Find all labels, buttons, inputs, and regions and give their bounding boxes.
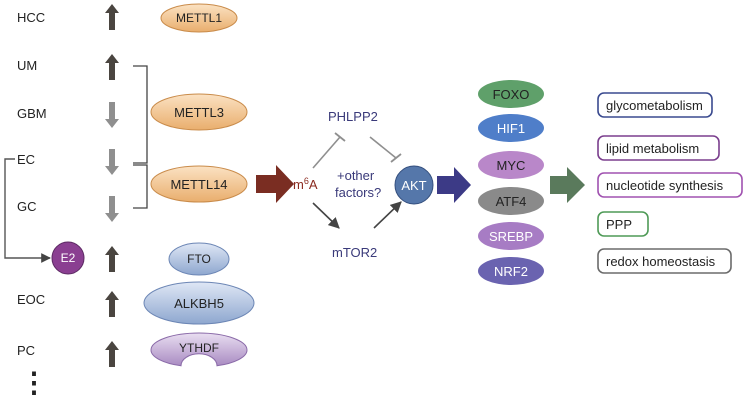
regulator-mettl14 [150, 165, 248, 203]
effector-nrf2 [478, 257, 544, 285]
akt-label: AKT [401, 178, 426, 193]
arrow-right-akt-icon [437, 167, 471, 203]
regulator-ythdf-label: YTHDF [179, 341, 219, 355]
regulator-alkbh5-label: ALKBH5 [174, 296, 224, 311]
arrow-up-icon [105, 54, 119, 80]
effector-hif1 [478, 114, 544, 142]
arrow-up-icon [105, 291, 119, 317]
effector-foxo-label: FOXO [493, 87, 530, 102]
other-factors-label: +other factors? [335, 168, 381, 200]
regulator-mettl3 [150, 93, 248, 131]
outcome-redox-homeostasis [597, 248, 732, 274]
cancer-label-pc: PC [17, 343, 35, 358]
outcome-nucleotide-synthesis [597, 172, 743, 198]
expression-arrows [105, 4, 119, 367]
ellipsis: ⋮ [20, 367, 48, 398]
regulator-mettl3-label: METTL3 [174, 105, 224, 120]
inhibition-bar [334, 132, 346, 142]
cancer-label-gbm: GBM [17, 106, 47, 121]
arrow-down-icon [105, 102, 119, 128]
outcome-ppp [597, 211, 649, 237]
effector-nrf2-label: NRF2 [494, 264, 528, 279]
cancer-label-um: UM [17, 58, 37, 73]
outcome-glycometabolism [597, 92, 713, 118]
ec-to-e2-connector [4, 158, 51, 263]
e2-node: E2 [51, 241, 85, 275]
effector-foxo [478, 80, 544, 108]
arrow-down-icon [105, 149, 119, 175]
phlpp2-inhibits-akt [369, 136, 397, 159]
m6a-to-mtor2-arrow [312, 202, 340, 229]
pathway-lines [312, 132, 402, 229]
mtor2-to-akt-arrow [373, 201, 402, 229]
outcome-redox-homeostasis-label: redox homeostasis [606, 254, 716, 269]
m6a-rest: A [309, 177, 318, 192]
arrow-right-outcomes-icon [550, 167, 585, 203]
effector-myc [478, 151, 544, 179]
regulator-mettl14-label: METTL14 [170, 177, 227, 192]
regulator-mettl1-label: METTL1 [176, 11, 222, 25]
cancer-label-hcc: HCC [17, 10, 45, 25]
regulator-mettl1 [160, 3, 238, 33]
effector-atf4-label: ATF4 [496, 194, 527, 209]
arrow-up-icon [105, 341, 119, 367]
effector-srebp-label: SREBP [489, 229, 533, 244]
inhibition-bar [390, 153, 402, 163]
effector-hif1-label: HIF1 [497, 121, 525, 136]
arrow-down-icon [105, 196, 119, 222]
arrow-up-icon [105, 246, 119, 272]
effector-atf4 [478, 187, 544, 215]
outcome-lipid-metabolism [597, 135, 720, 161]
outcome-glycometabolism-label: glycometabolism [606, 98, 703, 113]
effector-srebp [478, 222, 544, 250]
regulator-fto-label: FTO [187, 252, 211, 266]
cancer-label-eoc: EOC [17, 292, 45, 307]
bracket-um-gbm-ec [133, 65, 148, 164]
outcome-ppp-label: PPP [606, 217, 632, 232]
mtor2-label: mTOR2 [332, 245, 377, 260]
regulator-ythdf [150, 332, 248, 367]
regulator-fto [168, 242, 230, 276]
regulators: METTL1 METTL3 METTL14 FTO ALKBH5 YTHDF [143, 3, 255, 367]
cancer-labels: HCC UM GBM EC GC EOC PC ⋮ [17, 10, 48, 398]
e2-label: E2 [61, 251, 76, 265]
cancer-label-gc: GC [17, 199, 37, 214]
m6a-inhibits-phlpp2 [312, 136, 341, 169]
outcome-lipid-metabolism-label: lipid metabolism [606, 141, 699, 156]
outcomes: glycometabolism lipid metabolism nucleot… [597, 92, 743, 274]
effectors: FOXO HIF1 MYC ATF4 SREBP NRF2 [478, 80, 544, 285]
outcome-nucleotide-synthesis-label: nucleotide synthesis [606, 178, 724, 193]
other-factors-line-2: factors? [335, 185, 381, 200]
m6a-superscript: 6 [304, 176, 309, 186]
cancer-label-ec: EC [17, 152, 35, 167]
m6a-label: m6A [293, 176, 318, 192]
effector-myc-label: MYC [497, 158, 526, 173]
akt-node: AKT [394, 165, 434, 205]
arrow-up-icon [105, 4, 119, 30]
regulator-alkbh5 [143, 281, 255, 325]
m6a-base: m [293, 177, 304, 192]
bracket-ec-gc [133, 164, 148, 209]
arrow-right-m6a-icon [256, 165, 294, 203]
other-factors-line-1: +other [337, 168, 375, 183]
phlpp2-label: PHLPP2 [328, 109, 378, 124]
